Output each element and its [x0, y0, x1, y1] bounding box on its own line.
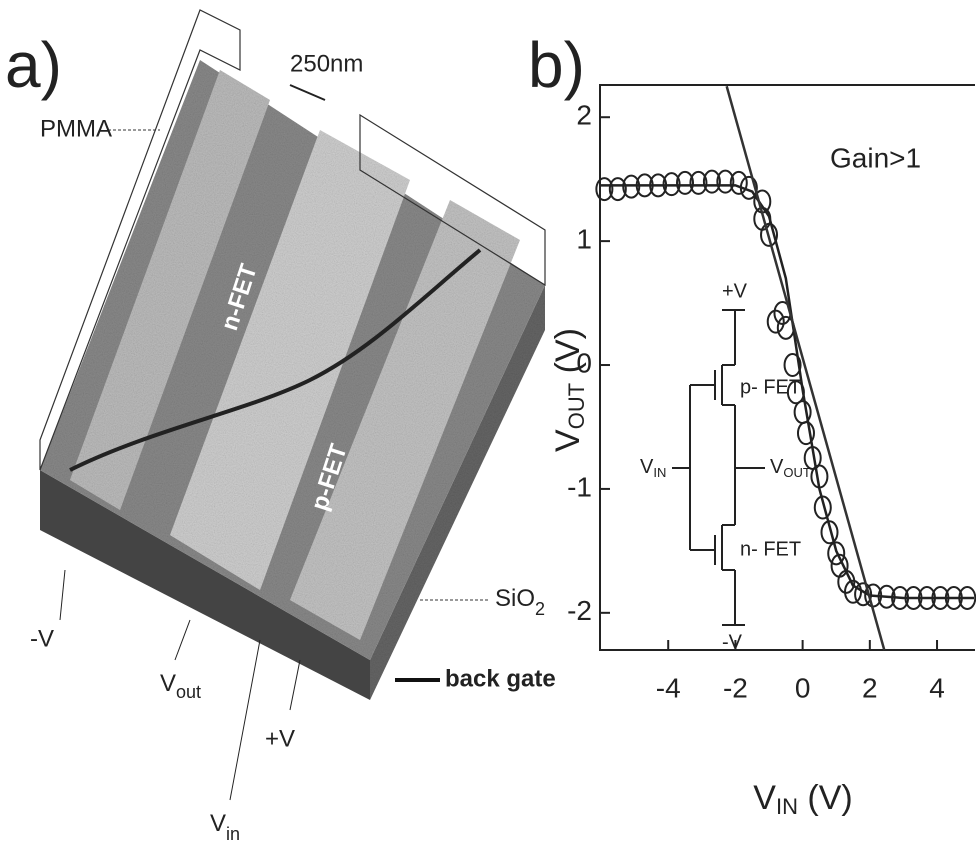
label: Vout [160, 670, 201, 701]
page: a) PMMA 250nm n-FET p-FET -V Vout +V Vin… [0, 0, 976, 857]
label-rest: (V) [549, 328, 587, 383]
scale-bar [290, 85, 325, 100]
label-main: V [753, 779, 776, 817]
x-tick-label: 0 [795, 672, 811, 703]
leader [290, 660, 300, 710]
x-tick-label: 4 [929, 672, 945, 703]
label-main: V [210, 810, 226, 837]
panel-label: a) [5, 29, 62, 101]
inset-label: VIN [640, 456, 666, 480]
label: PMMA [40, 115, 112, 142]
figure: a) PMMA 250nm n-FET p-FET -V Vout +V Vin… [0, 0, 976, 857]
inset-label: p- FET [740, 376, 801, 398]
label-main: V [160, 670, 176, 697]
x-tick-label: 2 [862, 672, 878, 703]
annotation: Gain>1 [830, 142, 921, 173]
label-sub: IN [653, 465, 666, 480]
data-point [768, 311, 784, 333]
label-sub: IN [776, 794, 798, 819]
leader [230, 640, 260, 800]
label-sub: OUT [783, 465, 811, 480]
x-tick-label: -2 [723, 672, 748, 703]
label-sub: 2 [535, 599, 545, 619]
label-main: SiO [495, 585, 535, 612]
label: -V [30, 625, 54, 652]
inset-circuit [672, 310, 765, 625]
y-tick-label: -2 [567, 595, 592, 626]
panel-label: b) [528, 29, 585, 101]
label-sub: OUT [564, 383, 589, 429]
y-axis-label: VOUT (V) [549, 328, 589, 452]
label-rest: (V) [798, 779, 853, 817]
label: +V [265, 725, 295, 752]
label-sub: out [176, 682, 201, 702]
inset-label: n- FET [740, 538, 801, 560]
label-main: V [549, 429, 587, 452]
label: Vin [210, 810, 240, 843]
label: 250nm [290, 50, 363, 77]
leader [60, 570, 65, 620]
x-tick-label: -4 [656, 672, 681, 703]
x-axis-label: VIN (V) [753, 779, 852, 819]
label-main: V [640, 456, 654, 478]
label: back gate [445, 665, 556, 692]
inset-label: +V [722, 280, 748, 302]
label-sub: in [226, 824, 240, 844]
y-tick-label: 1 [576, 224, 592, 255]
label: SiO2 [495, 585, 545, 618]
leader [175, 620, 190, 660]
label-main: V [770, 456, 784, 478]
y-tick-label: -1 [567, 471, 592, 502]
y-tick-label: 2 [576, 100, 592, 131]
inset-label: -V [722, 631, 743, 653]
